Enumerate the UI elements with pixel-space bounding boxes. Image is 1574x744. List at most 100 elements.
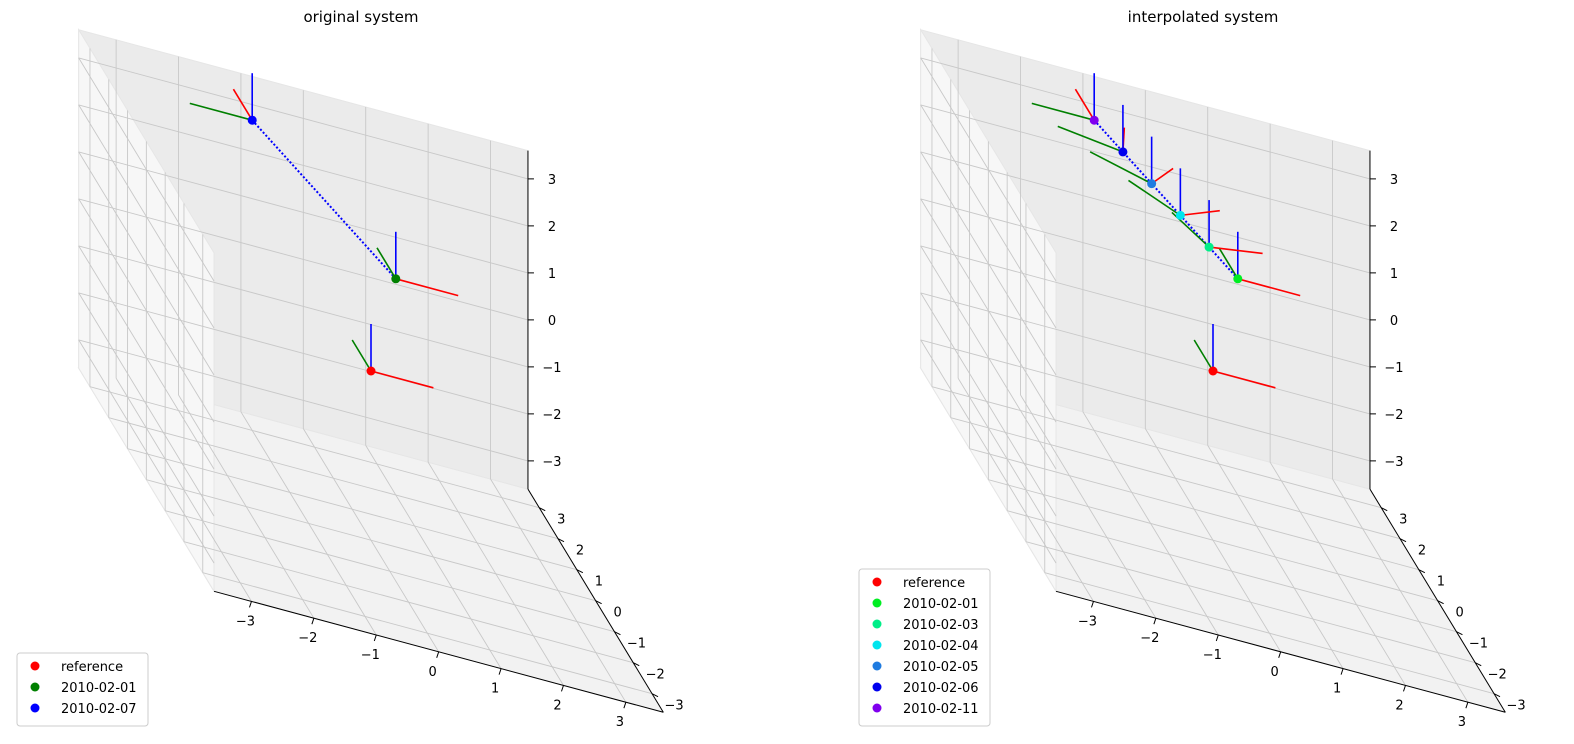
z-tick-label: 0	[1390, 314, 1398, 329]
frame-y-axis	[1193, 339, 1214, 372]
grid-line	[146, 479, 596, 602]
y-tick-label: 1	[1437, 575, 1445, 590]
frame-x-axis	[1180, 209, 1220, 217]
grid-line	[490, 478, 627, 703]
frame-y-axis	[1089, 151, 1153, 185]
z-tick-label: 1	[1390, 267, 1398, 282]
chart-panel-0: −3 −3 −3 −2 −2 −2 −1 −1 −1 0 0 0 1 1 1 2 2 2 3 3 3 original s…	[16, 8, 684, 730]
y-tick	[651, 693, 659, 698]
x-tick-label: −1	[1203, 648, 1222, 663]
x-tick	[311, 618, 315, 625]
legend-marker	[30, 682, 40, 692]
frame-x-axis	[1074, 88, 1095, 121]
grid-line	[969, 448, 1419, 571]
y-axis-line	[1369, 488, 1506, 713]
frame-point	[366, 366, 376, 376]
x-tick	[436, 651, 440, 658]
grid-line	[920, 151, 1057, 376]
y-tick-label: −3	[664, 699, 683, 714]
grid-line	[1207, 445, 1344, 669]
grid-line	[78, 104, 215, 329]
y-tick-label: 3	[557, 513, 565, 528]
x-tick-label: 2	[1395, 698, 1403, 713]
frame-x-axis	[1208, 246, 1263, 255]
grid-line	[365, 445, 502, 669]
grid-line	[920, 57, 1371, 180]
grid-line	[988, 479, 1438, 602]
grid-line	[950, 417, 1401, 540]
z-tick-label: −2	[542, 408, 561, 423]
z-tick-label: −2	[1384, 408, 1403, 423]
grid-line	[78, 57, 529, 180]
x-tick-label: −1	[361, 648, 380, 663]
grid-line	[127, 448, 577, 571]
grid-line	[920, 57, 1057, 282]
y-tick	[539, 507, 546, 512]
x-tick-label: 2	[553, 698, 561, 713]
legend	[858, 568, 991, 727]
y-tick-label: −2	[1488, 668, 1507, 683]
x-tick	[1403, 685, 1406, 692]
legend-label: 2010-02-06	[903, 681, 979, 696]
grid-line	[427, 461, 564, 686]
x-tick-label: 0	[1271, 665, 1279, 680]
frame-x-axis	[395, 278, 459, 297]
legend-label: 2010-02-04	[903, 639, 979, 654]
y-tick-label: 1	[595, 575, 603, 590]
frame-y-axis	[189, 102, 253, 121]
y-tick	[1493, 693, 1501, 698]
frame-point	[1089, 115, 1099, 125]
grid-line	[1269, 461, 1406, 686]
z-tick-label: 3	[1390, 173, 1398, 188]
x-tick-label: 0	[429, 665, 437, 680]
z-tick-label: 0	[548, 314, 556, 329]
x-tick-label: 1	[491, 682, 499, 697]
legend-marker	[872, 661, 882, 671]
x-tick-label: −2	[298, 631, 317, 646]
frame-point	[1233, 274, 1243, 284]
y-tick-label: 0	[1455, 606, 1463, 621]
frame-point	[1204, 242, 1214, 252]
frame-point	[247, 115, 257, 125]
grid-line	[920, 151, 1371, 274]
legend-label: reference	[61, 660, 123, 675]
frame-x-axis	[370, 370, 434, 389]
x-tick	[1465, 702, 1469, 709]
y-tick	[1475, 662, 1482, 667]
grid-line	[920, 104, 1371, 227]
z-tick-label: −3	[542, 455, 561, 470]
grid-line	[78, 151, 215, 376]
y-tick-label: −1	[627, 637, 646, 652]
grid-line	[78, 151, 529, 274]
grid-line	[78, 198, 529, 321]
x-tick-label: 1	[1333, 682, 1341, 697]
frame-x-axis	[1237, 278, 1301, 297]
legend-label: 2010-02-01	[61, 681, 137, 696]
legend-marker	[30, 661, 40, 671]
grid-line	[920, 104, 1057, 329]
y-tick	[595, 600, 602, 605]
y-tick	[633, 662, 640, 667]
x-tick	[1278, 651, 1282, 658]
y-tick	[1456, 631, 1463, 636]
x-tick-label: 3	[1458, 715, 1466, 730]
x-tick	[1215, 634, 1219, 642]
chart-title: original system	[303, 8, 418, 26]
grid-line	[78, 104, 529, 227]
grid-line	[78, 57, 215, 282]
x-tick	[561, 685, 564, 692]
chart-title: interpolated system	[1128, 8, 1279, 26]
y-tick	[614, 631, 621, 636]
frame-point	[1175, 210, 1185, 220]
grid-line	[78, 198, 215, 423]
y-tick	[1418, 569, 1426, 574]
x-tick	[1091, 601, 1094, 608]
frame-point	[1118, 147, 1128, 157]
y-tick-label: −3	[1506, 699, 1525, 714]
legend-marker	[872, 640, 882, 650]
frame-y-axis	[1031, 102, 1095, 121]
x-tick	[623, 702, 627, 709]
x-tick	[1340, 668, 1344, 675]
frame-y-axis	[351, 339, 372, 372]
y-tick-label: −1	[1469, 637, 1488, 652]
